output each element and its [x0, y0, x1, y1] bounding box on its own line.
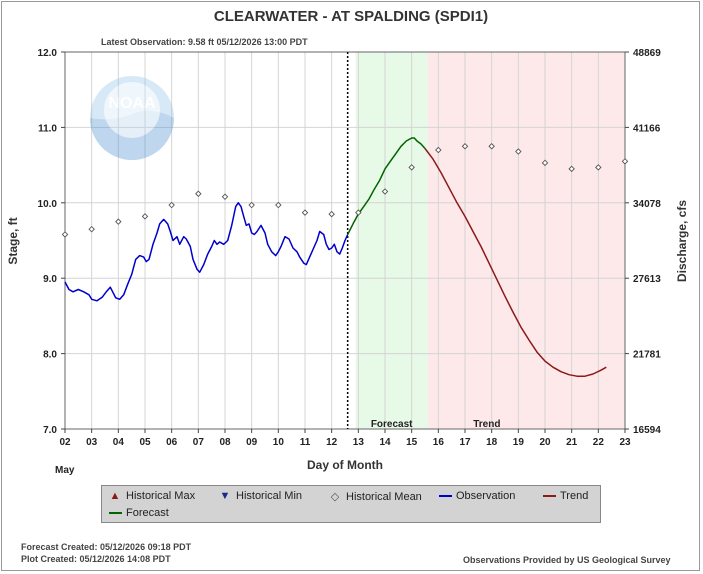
- y-left-tick-label: 10.0: [38, 199, 58, 210]
- x-tick-label: 17: [459, 437, 471, 448]
- x-tick-label: 08: [219, 437, 231, 448]
- historical-mean-point: [381, 188, 389, 195]
- forecast-created-text: Forecast Created: 05/12/2026 09:18 PDT: [21, 542, 192, 552]
- forecast-region-label: Forecast: [371, 419, 413, 430]
- x-axis-ticks: 02 03 04 05 06 07 08 09 10 11 12 13 14 15 16 17 18 19 20 21…: [59, 429, 631, 448]
- historical-mean-point: [541, 159, 549, 167]
- historical-mean-point: [195, 190, 202, 197]
- legend-trend: Trend: [542, 490, 588, 502]
- legend-historical-max: ▲ Historical Max: [109, 490, 196, 502]
- x-axis-month: May: [55, 465, 75, 476]
- x-tick-label: 02: [59, 437, 71, 448]
- y-right-axis-label: Discharge, cfs: [675, 200, 689, 282]
- series-forecast: [347, 137, 426, 235]
- y-right-tick-label: 27613: [633, 274, 661, 285]
- x-tick-label: 23: [619, 437, 631, 448]
- historical-mean-point: [408, 164, 415, 171]
- x-tick-label: 07: [193, 437, 205, 448]
- y-right-tick-label: 48869: [633, 48, 661, 59]
- historical-mean-point: [301, 209, 309, 216]
- historical-mean-layer: [61, 143, 629, 238]
- triangle-up-icon: ▲: [109, 490, 121, 502]
- plot-area-border: [64, 51, 626, 430]
- y-left-tick-label: 9.0: [43, 274, 57, 285]
- y-right-tick-label: 16594: [633, 425, 661, 436]
- historical-mean-point: [515, 148, 522, 155]
- forecast-trend-regions: [355, 52, 625, 429]
- green-line-icon: [108, 507, 122, 519]
- series-trend: [424, 148, 607, 377]
- x-tick-label: 21: [566, 437, 578, 448]
- historical-mean-point: [568, 165, 575, 173]
- y-left-tick-label: 11.0: [38, 123, 57, 134]
- y-left-axis-label: Stage, ft: [6, 217, 20, 264]
- x-tick-label: 04: [113, 437, 125, 448]
- historical-mean-point: [248, 201, 255, 209]
- x-tick-label: 05: [139, 437, 151, 448]
- x-tick-label: 09: [246, 437, 258, 448]
- red-line-icon: [542, 490, 556, 502]
- y-left-tick-label: 12.0: [38, 48, 58, 59]
- y-right-axis-ticks: 16594 21781 27613 34078 41166 48869: [625, 48, 661, 436]
- x-tick-label: 16: [433, 437, 445, 448]
- historical-mean-point: [221, 193, 229, 201]
- chart-legend: ▲ Historical Max ▼ Historical Min ◇ Histori…: [101, 485, 601, 523]
- x-tick-label: 11: [300, 437, 311, 448]
- chart-subtitle: Latest Observation: 9.58 ft 05/12/2026 1…: [101, 37, 308, 47]
- x-axis-label: Day of Month: [307, 458, 383, 472]
- historical-mean-point: [61, 231, 69, 238]
- provider-text: Observations Provided by US Geological S…: [463, 555, 671, 565]
- triangle-down-icon: ▼: [219, 490, 231, 502]
- historical-mean-point: [168, 201, 175, 209]
- noaa-logo-text: NOAA: [108, 95, 156, 112]
- x-tick-label: 18: [486, 437, 498, 448]
- series-layer: [64, 137, 607, 377]
- x-tick-label: 20: [539, 437, 551, 448]
- x-tick-label: 06: [166, 437, 178, 448]
- x-tick-label: 22: [593, 437, 605, 448]
- legend-forecast: Forecast: [108, 507, 169, 519]
- forecast-region: [355, 52, 428, 429]
- x-tick-label: 12: [326, 437, 338, 448]
- trend-region: [427, 52, 625, 429]
- legend-historical-min: ▼ Historical Min: [219, 490, 303, 502]
- historical-mean-point: [621, 158, 629, 165]
- x-tick-label: 03: [86, 437, 98, 448]
- historical-mean-point: [595, 164, 602, 171]
- historical-mean-point: [115, 218, 122, 225]
- x-tick-label: 13: [353, 437, 365, 448]
- x-tick-label: 14: [379, 437, 391, 448]
- trend-region-label: Trend: [473, 419, 500, 430]
- noaa-logo: NOAA: [90, 76, 174, 160]
- x-tick-label: 15: [406, 437, 418, 448]
- historical-mean-point: [435, 146, 442, 154]
- blue-line-icon: [438, 490, 452, 502]
- chart-title: CLEARWATER - AT SPALDING (SPDI1): [214, 8, 488, 25]
- legend-historical-mean: ◇ Historical Mean: [328, 490, 422, 503]
- legend-observation: Observation: [438, 490, 515, 502]
- historical-mean-point: [328, 210, 335, 218]
- y-right-tick-label: 41166: [633, 123, 661, 134]
- historical-mean-point: [488, 143, 495, 150]
- x-tick-label: 19: [513, 437, 525, 448]
- plot-created-text: Plot Created: 05/12/2026 14:08 PDT: [21, 554, 171, 564]
- y-left-tick-label: 8.0: [43, 350, 57, 361]
- y-left-tick-label: 7.0: [43, 425, 57, 436]
- y-right-tick-label: 21781: [633, 350, 661, 361]
- historical-mean-point: [461, 143, 469, 150]
- historical-mean-point: [275, 201, 282, 209]
- diamond-icon: ◇: [330, 491, 340, 503]
- y-left-axis-ticks: 7.0 8.0 9.0 10.0 11.0 12.0: [38, 48, 65, 436]
- historical-mean-point: [141, 213, 149, 220]
- historical-mean-point: [88, 225, 95, 233]
- y-right-tick-label: 34078: [633, 199, 661, 210]
- series-observation: [64, 202, 349, 302]
- historical-mean-point: [355, 209, 362, 216]
- x-tick-label: 10: [273, 437, 285, 448]
